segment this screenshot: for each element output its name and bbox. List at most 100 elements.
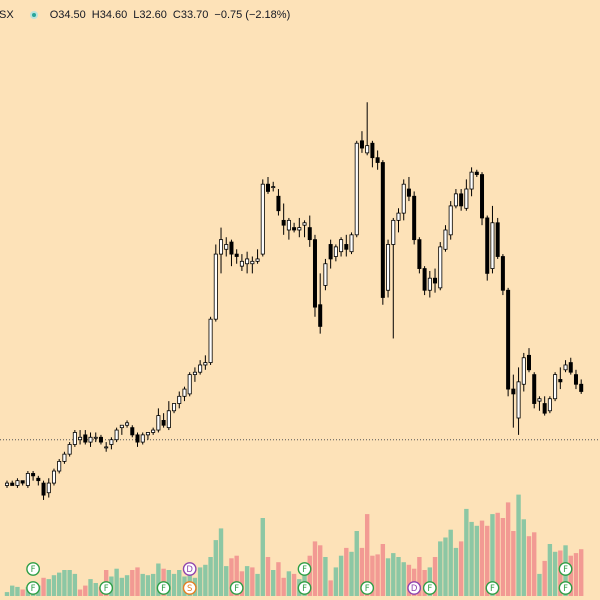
volume-bar	[344, 547, 349, 596]
volume-bar	[145, 575, 151, 596]
event-marker-F[interactable]: F	[485, 581, 500, 595]
candle	[349, 232, 354, 255]
volume-bar	[406, 564, 412, 596]
event-marker-F[interactable]: F	[156, 581, 171, 595]
candle	[83, 430, 88, 445]
candle-body	[78, 436, 83, 441]
open-value: O34.50	[49, 9, 86, 21]
volume-bar	[359, 547, 365, 596]
candle-body	[573, 374, 578, 385]
candle	[10, 480, 15, 486]
volume-bar	[318, 545, 323, 596]
candle	[401, 179, 406, 221]
candle-body	[192, 371, 197, 376]
marker-circle	[182, 562, 197, 576]
candle	[485, 215, 490, 281]
candle-body	[46, 482, 51, 494]
marker-circle	[485, 581, 500, 595]
candle-body	[568, 362, 573, 373]
marker-label: F	[161, 584, 166, 594]
candle-body	[31, 473, 36, 477]
candle	[31, 471, 36, 481]
volume-bar	[396, 557, 401, 596]
candle	[151, 427, 156, 435]
event-marker-F[interactable]: F	[558, 562, 573, 576]
candle	[140, 432, 145, 445]
candle	[239, 254, 244, 271]
candle-body	[406, 188, 411, 197]
high-value: H34.60	[91, 9, 128, 21]
event-marker-D[interactable]: D	[182, 562, 197, 576]
symbol-label[interactable]: SX	[0, 9, 14, 21]
candle	[292, 222, 297, 233]
event-marker-F[interactable]: F	[26, 562, 40, 576]
event-marker-F[interactable]: F	[229, 581, 244, 595]
candle-body	[250, 260, 255, 265]
candle	[119, 424, 124, 435]
candle	[203, 355, 208, 370]
volume-bar	[573, 553, 579, 596]
volume-bar	[438, 541, 443, 596]
candle	[104, 442, 109, 452]
volume-bar	[568, 555, 573, 596]
event-marker-F[interactable]: F	[99, 581, 114, 595]
volume-bar	[57, 572, 62, 596]
candle	[453, 189, 458, 209]
candle-body	[438, 246, 443, 289]
candle	[255, 249, 260, 264]
candle-body	[474, 171, 479, 175]
candle-body	[114, 429, 119, 441]
event-marker-D[interactable]: D	[407, 581, 422, 595]
candle	[145, 432, 150, 440]
volume-bar	[4, 592, 10, 596]
candle	[516, 367, 521, 435]
candle	[375, 150, 380, 170]
candle-body	[109, 439, 114, 445]
marker-label: D	[411, 584, 418, 594]
candle	[156, 408, 161, 433]
candle	[391, 217, 396, 339]
volume-bar	[72, 573, 78, 596]
event-marker-F[interactable]: F	[297, 562, 312, 576]
event-marker-F[interactable]: F	[422, 581, 437, 595]
candle-body	[370, 142, 375, 159]
volume-bar	[171, 573, 177, 596]
event-marker-S[interactable]: S	[182, 581, 197, 595]
volume-bar	[265, 557, 271, 596]
marker-circle	[360, 581, 375, 595]
event-marker-F[interactable]: F	[26, 581, 40, 595]
candle	[198, 360, 203, 375]
candle	[563, 360, 568, 373]
event-marker-F[interactable]: F	[558, 581, 573, 595]
candle	[427, 270, 432, 298]
volume-bar	[552, 551, 558, 596]
candle	[15, 478, 20, 488]
candle-body	[10, 482, 15, 486]
candle-body	[344, 244, 349, 250]
candle	[307, 215, 312, 247]
candle-body	[229, 241, 234, 255]
candle-body	[527, 354, 532, 371]
candle	[88, 432, 93, 447]
candle-body	[265, 183, 270, 192]
candle-body	[177, 395, 182, 404]
marker-label: F	[31, 584, 36, 594]
volume-bar	[469, 521, 474, 596]
event-marker-F[interactable]: F	[360, 581, 375, 595]
candle-body	[427, 277, 432, 291]
candle	[370, 140, 375, 168]
candle-body	[532, 374, 537, 404]
candle-body	[98, 436, 103, 443]
candle	[448, 201, 453, 240]
candle	[547, 396, 552, 414]
candle	[67, 442, 72, 457]
volume-bar	[203, 564, 208, 596]
volume-bar	[464, 508, 469, 596]
candle	[464, 179, 469, 211]
candle-body	[485, 217, 490, 274]
volume-bar	[542, 560, 547, 596]
event-marker-F[interactable]: F	[297, 581, 312, 595]
volume-bar	[479, 520, 485, 596]
candle-body	[302, 222, 307, 226]
